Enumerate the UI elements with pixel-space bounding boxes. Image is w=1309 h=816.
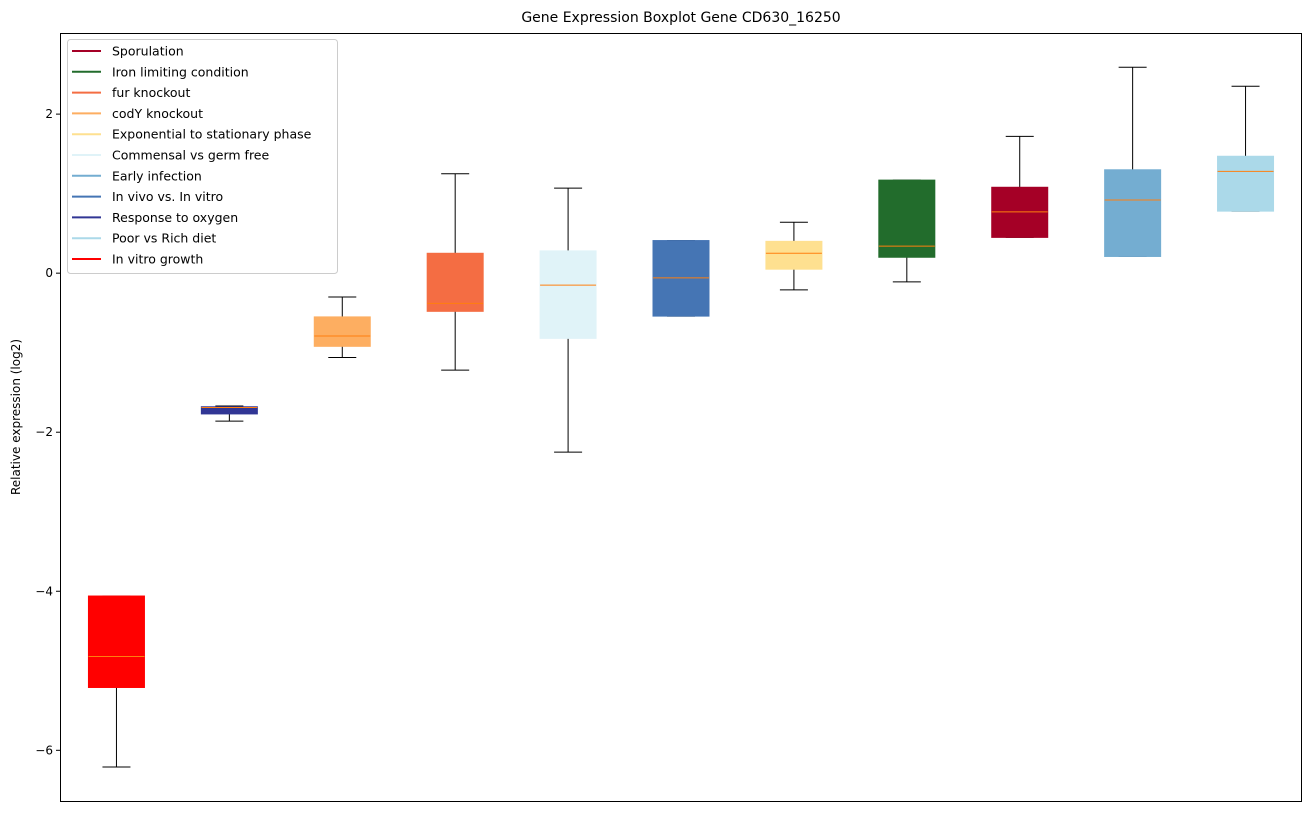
box-body [87, 595, 145, 688]
legend-label: Exponential to stationary phase [112, 127, 312, 142]
legend-item: In vitro growth [72, 252, 203, 267]
legend: Sporulation Iron limiting condition fur kn… [67, 39, 338, 274]
legend-item: Exponential to stationary phase [72, 127, 312, 142]
y-tick-label: −2 [35, 425, 53, 439]
box-body [765, 240, 823, 270]
legend-item: fur knockout [72, 85, 190, 100]
legend-item: In vivo vs. In vitro [72, 189, 223, 204]
y-tick-label: −4 [35, 584, 53, 598]
y-tick-label: 2 [45, 107, 53, 121]
legend-label: Iron limiting condition [112, 64, 249, 79]
legend-label: Commensal vs germ free [112, 148, 269, 163]
box-poor-vs-rich-diet [1217, 85, 1275, 212]
box-sporulation [991, 135, 1049, 238]
box-body [200, 406, 258, 415]
box-fur-knockout [426, 173, 484, 371]
plot-frame [60, 33, 1302, 802]
legend-label: Poor vs Rich diet [112, 231, 216, 246]
y-tick-label: −6 [35, 743, 53, 757]
legend-label: Response to oxygen [112, 210, 238, 225]
box-early-infection [1104, 66, 1162, 257]
legend-item: Poor vs Rich diet [72, 231, 216, 246]
box-iron-limiting-condition [878, 179, 936, 283]
legend-label: Sporulation [112, 44, 184, 59]
box-body [878, 179, 936, 258]
legend-label: In vitro growth [112, 252, 203, 267]
box-exponential-to-stationary-phase [765, 221, 823, 291]
legend-label: codY knockout [112, 106, 203, 121]
box-in-vivo-vs-in-vitro [652, 240, 710, 317]
legend-label: In vivo vs. In vitro [112, 189, 223, 204]
y-tick-label: 0 [45, 266, 53, 280]
legend-item: Response to oxygen [72, 210, 238, 225]
legend-item: codY knockout [72, 106, 203, 121]
legend-item: Iron limiting condition [72, 64, 249, 79]
legend-label: Early infection [112, 168, 202, 183]
legend-item: Commensal vs germ free [72, 148, 269, 163]
box-body [539, 250, 597, 339]
box-body [1104, 169, 1162, 257]
legend-item: Early infection [72, 168, 202, 183]
legend-label: fur knockout [112, 85, 190, 100]
box-response-to-oxygen [200, 405, 258, 422]
chart-title: Gene Expression Boxplot Gene CD630_16250 [521, 10, 840, 26]
y-axis-label: Relative expression (log2) [9, 339, 23, 495]
legend-frame [67, 39, 338, 274]
box-body [1217, 155, 1275, 212]
box-body [313, 316, 371, 347]
box-commensal-vs-germ-free [539, 187, 597, 453]
box-body [426, 252, 484, 312]
legend-item: Sporulation [72, 44, 184, 59]
box-in-vitro-growth [87, 595, 145, 768]
box-cody-knockout [313, 296, 371, 358]
